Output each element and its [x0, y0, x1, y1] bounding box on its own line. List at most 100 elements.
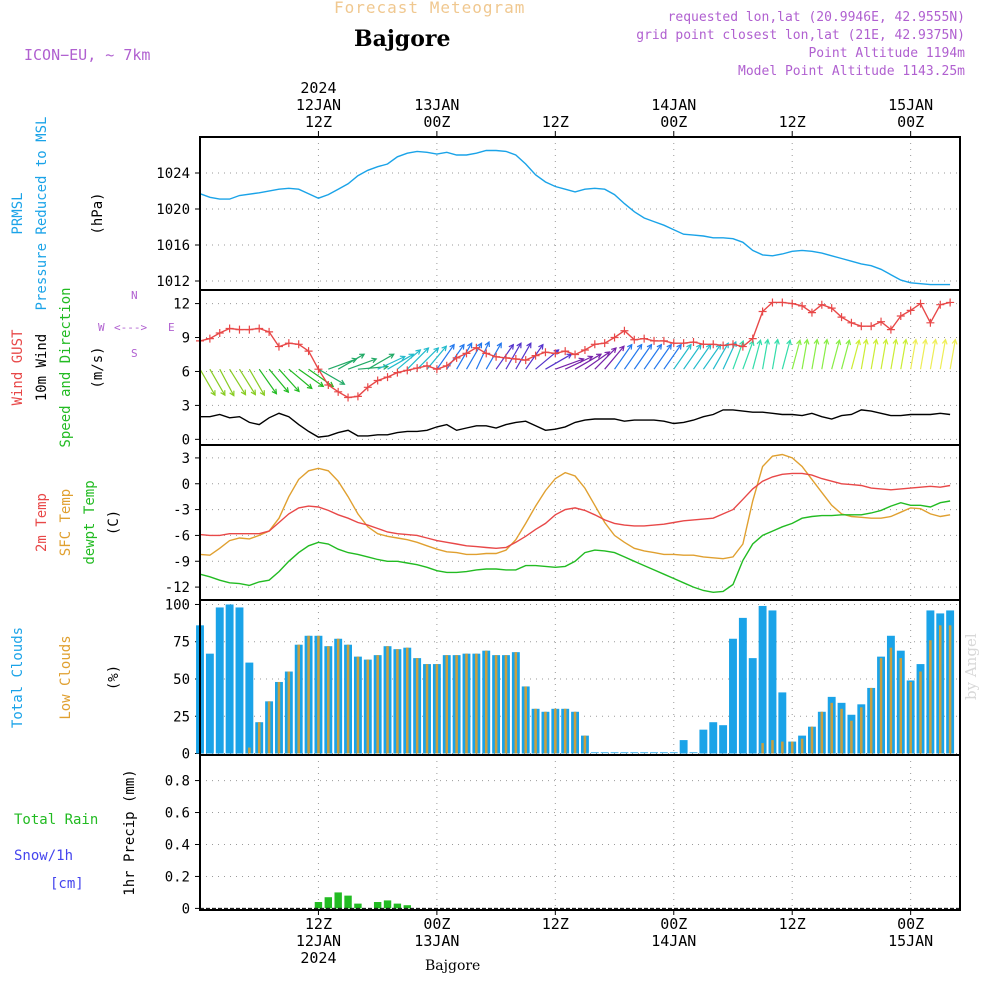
wind-arrow [880, 339, 887, 370]
gust-marker [906, 306, 915, 315]
gust-marker [215, 328, 224, 337]
wind-arrow [406, 347, 429, 370]
gust-marker [659, 336, 668, 345]
wind-axis-label: 10m Wind [34, 334, 50, 401]
top-time-label: 12Z [542, 113, 569, 131]
wind-arrow [584, 351, 610, 370]
gust-marker [867, 322, 876, 331]
low-cloud-bar [781, 741, 784, 754]
wind-arrow-head [646, 343, 653, 350]
wind-arrow-head [526, 342, 532, 349]
compass-south: S [131, 347, 138, 360]
gust-marker [324, 381, 333, 390]
wind-arrow [771, 339, 779, 370]
wind-arrow [831, 340, 841, 370]
wind-arrow [564, 355, 593, 370]
precip-ytick-label: 0.2 [165, 869, 190, 885]
wind-arrow-head [538, 343, 544, 350]
wind-arrow [791, 340, 801, 370]
wind-arrow [495, 344, 514, 370]
clouds-frame [199, 599, 961, 756]
temp-axis-label: dewpt Temp [82, 480, 98, 564]
wind-arrow-head [271, 388, 278, 395]
low-cloud-bar [800, 738, 804, 754]
model-name: ICON−EU, ~ 7km [24, 46, 151, 64]
wind-arrow-head [210, 390, 216, 397]
total-cloud-bar [630, 752, 639, 754]
wind-arrow [890, 339, 897, 370]
gust-marker [610, 333, 619, 342]
wind-arrow [712, 342, 729, 370]
low-cloud-bar [810, 726, 814, 754]
total-cloud-bar [729, 638, 737, 754]
clouds-ytick-label: 0 [182, 747, 190, 763]
total-cloud-bar [590, 752, 599, 754]
wind-arrow [673, 344, 692, 370]
low-cloud-bar [307, 635, 310, 754]
point-altitude: Point Altitude 1194m [808, 46, 965, 61]
gust-marker [265, 327, 274, 336]
wind-arrow-head [611, 347, 617, 353]
compass-north: N [131, 289, 138, 302]
wind-arrow-head [636, 343, 643, 350]
precip-panel [195, 754, 961, 911]
wind-arrow [949, 339, 956, 370]
wind-arrow [446, 344, 465, 370]
wind-arrow-head [922, 338, 928, 345]
dewpt-series [199, 500, 951, 594]
gust-marker [353, 392, 362, 401]
wind-arrow [762, 339, 769, 370]
total-cloud-bar [768, 610, 777, 754]
low-cloud-bar [909, 681, 912, 754]
wind-arrow-head [508, 343, 515, 350]
snow-unit-label: [cm] [50, 876, 84, 892]
wind-arrow [347, 358, 377, 370]
pressure-panel [195, 136, 961, 291]
wind-arrow-head [496, 342, 502, 349]
gust-marker [501, 353, 510, 362]
top-time-label: 12Z [305, 113, 332, 131]
wind-arrow [416, 347, 439, 370]
precip-ytick-label: 0 [182, 901, 190, 917]
wind-arrow-head [627, 343, 633, 350]
wind-arrow [209, 368, 226, 396]
wind-arrow [288, 368, 313, 389]
total-cloud-bar [748, 658, 757, 754]
gust-marker [650, 336, 659, 345]
rain-bar [393, 903, 402, 909]
precip-ytick-label: 0.4 [165, 837, 190, 853]
top-time-label: 15JAN [888, 96, 933, 114]
wind-arrow [555, 358, 584, 370]
rain-bar [373, 902, 382, 909]
wind-arrow [811, 339, 818, 370]
wind-arrow [702, 344, 722, 370]
wind-axis-label: Speed and Direction [58, 287, 74, 447]
wind-arrow-head [229, 390, 235, 397]
low-cloud-bar [356, 656, 360, 754]
low-cloud-bar [415, 658, 419, 754]
low-cloud-bar [277, 681, 281, 754]
temp-ytick-label: -3 [173, 503, 190, 519]
sfc-temp-series [199, 453, 951, 560]
pressure-axis-label: (hPa) [90, 192, 106, 234]
wind-arrow-head [596, 353, 603, 359]
low-cloud-bar [297, 644, 300, 754]
watermark: by Angel [962, 633, 980, 700]
gust-marker [640, 334, 649, 343]
wind-arrow [387, 353, 414, 370]
wind-arrow [268, 368, 289, 393]
gust-marker [383, 373, 392, 382]
wind-arrow [318, 368, 345, 385]
model-altitude: Model Point Altitude 1143.25m [738, 64, 965, 79]
low-cloud-bar [938, 625, 942, 754]
clouds-panel [195, 599, 961, 756]
compass-west: W [98, 321, 105, 334]
wind-arrow-head [467, 342, 473, 349]
temp-ytick-label: 3 [182, 451, 190, 467]
gust-marker [590, 340, 599, 349]
wind-arrow [604, 345, 625, 370]
top-time-label: 00Z [660, 113, 687, 131]
top-time-label: 2024 [300, 79, 336, 97]
wind-arrow-head [250, 389, 257, 396]
